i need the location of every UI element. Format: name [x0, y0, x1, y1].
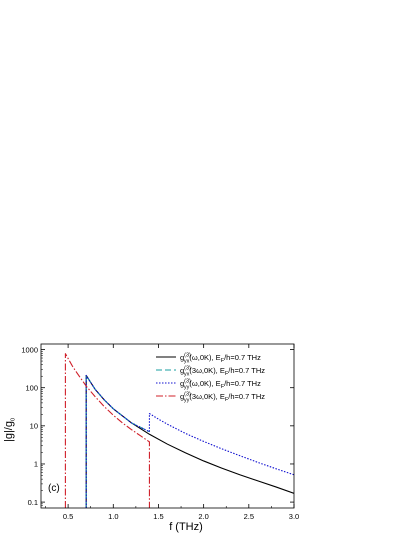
legend-entry-3: g(3) yy(ω,0K), EF/h=0.7 THz: [180, 379, 261, 391]
series-line-3-segment-1: [85, 374, 150, 508]
x-tick-label: 1.0: [108, 512, 118, 521]
series-line-4-segment-1: [64, 353, 150, 508]
y-tick-label: 10: [30, 422, 38, 431]
y-tick-label: 0.1: [28, 498, 38, 507]
legend-entry-2: g(3) yx(3ω,0K), EF/h=0.7 THz: [180, 366, 265, 378]
x-tick-label: 2.0: [198, 512, 208, 521]
y-axis-title: |g|/g0: [3, 418, 17, 442]
x-tick-label: 3.0: [289, 512, 299, 521]
x-axis-title: f (THz): [169, 521, 203, 533]
panel-label: (c): [48, 483, 60, 494]
series-line-3-segment-2: [148, 412, 294, 476]
x-tick-label: 1.5: [153, 512, 163, 521]
y-tick-label: 1: [34, 460, 38, 469]
legend-entry-1: g(3) yx(ω,0K), EF/h=0.7 THz: [180, 353, 261, 365]
series-line-2-segment-1: [85, 374, 150, 508]
plot-area: [64, 353, 294, 508]
x-tick-label: 0.5: [63, 512, 73, 521]
y-tick-label: 100: [25, 383, 38, 392]
x-tick-label: 2.5: [244, 512, 254, 521]
y-axis-title-main: |g|/g: [3, 421, 15, 442]
legend-entry-4: g(3) yy(3ω,0K), EF/h=0.7 THz: [180, 392, 265, 404]
y-axis-title-sub: 0: [11, 418, 17, 421]
y-tick-label: 1000: [21, 345, 38, 354]
